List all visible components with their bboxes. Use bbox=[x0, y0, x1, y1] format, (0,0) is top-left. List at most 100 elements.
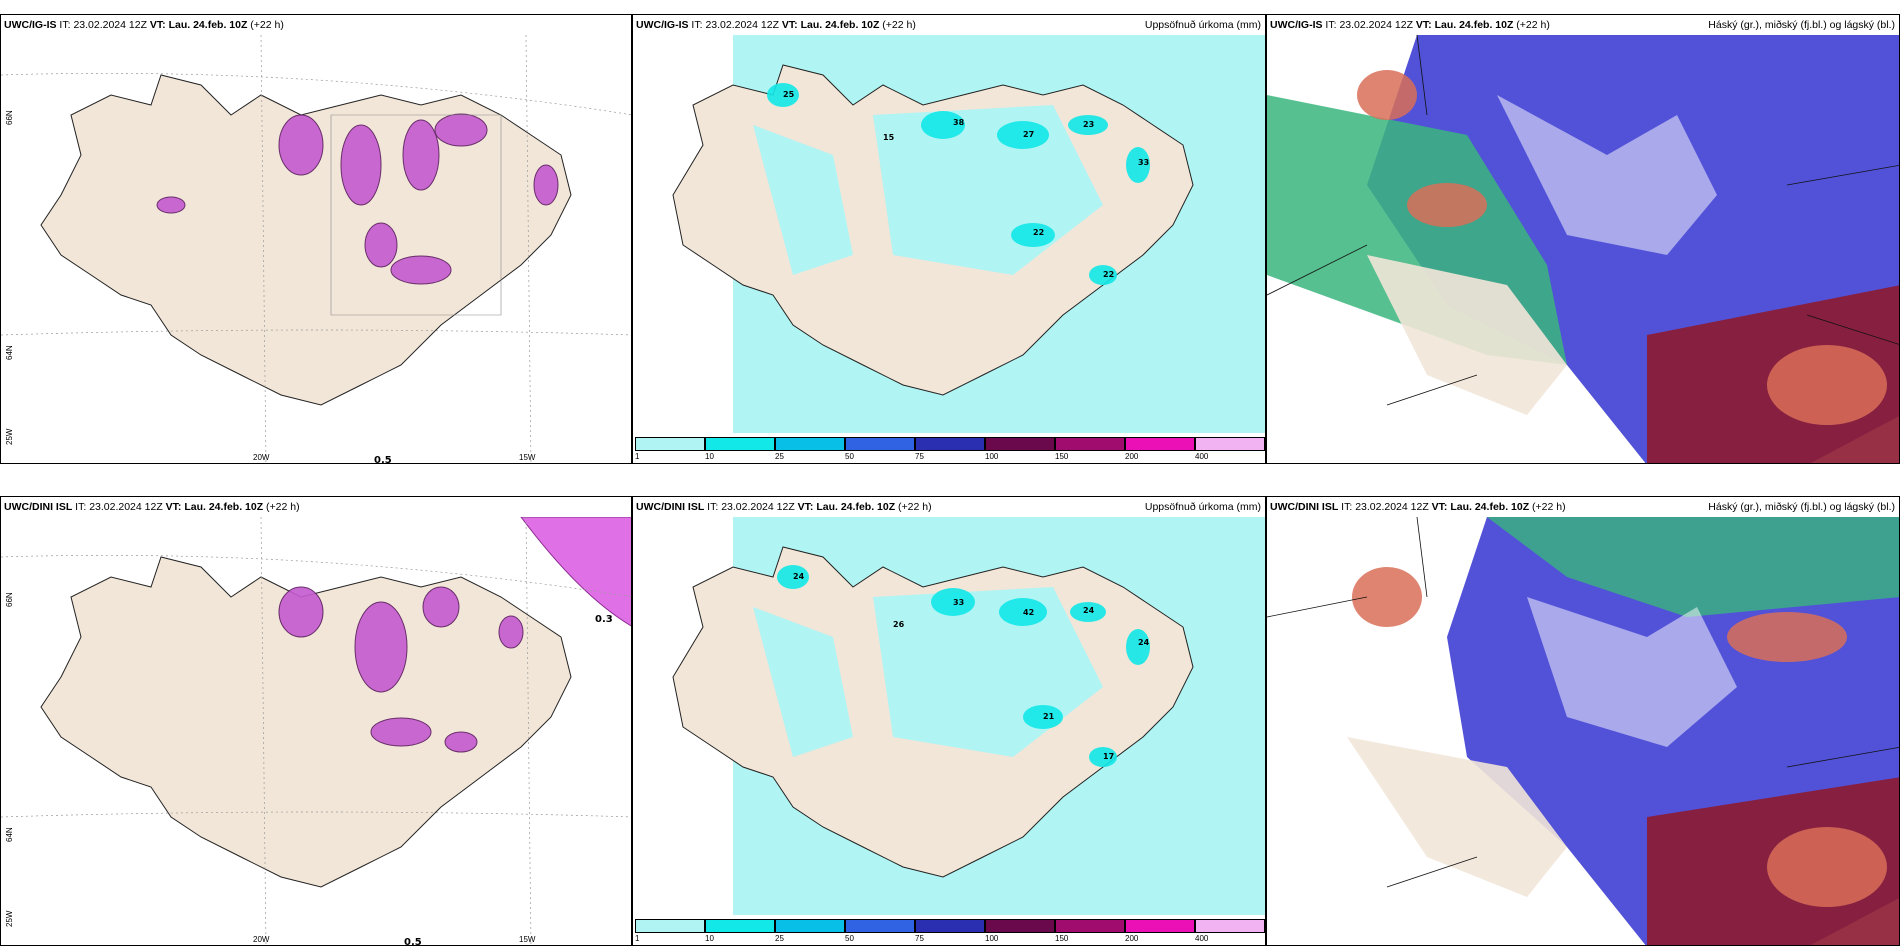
panel-header: UWC/DINI ISL IT: 23.02.2024 12Z VT: Lau.… bbox=[1267, 497, 1899, 517]
wind-value-label: 0.3 bbox=[595, 614, 613, 625]
panel-top-precip: UWC/IG-IS IT: 23.02.2024 12Z VT: Lau. 24… bbox=[632, 14, 1266, 464]
svg-text:15: 15 bbox=[883, 133, 895, 142]
precip-colorbar: 1 10 25 50 75 100 150 200 400 bbox=[633, 435, 1265, 463]
panel-title: Uppsöfnuð úrkoma (mm) bbox=[1144, 19, 1261, 31]
wind-map: 0.5 bbox=[1, 35, 631, 463]
init-time: 23.02.2024 12Z bbox=[1339, 19, 1413, 31]
colorbar-swatch bbox=[635, 919, 705, 933]
lead-time: (+22 h) bbox=[898, 501, 932, 513]
vt-label: VT: bbox=[1415, 19, 1432, 31]
svg-text:24: 24 bbox=[1138, 638, 1150, 647]
svg-text:24: 24 bbox=[793, 572, 805, 581]
precip-colorbar: 1 10 25 50 75 100 150 200 400 bbox=[633, 917, 1265, 945]
init-time: 23.02.2024 12Z bbox=[89, 501, 163, 513]
vt-label: VT: bbox=[149, 19, 166, 31]
model-name: UWC/DINI ISL bbox=[1270, 501, 1339, 513]
panel-header: UWC/IG-IS IT: 23.02.2024 12Z VT: Lau. 24… bbox=[1, 15, 631, 35]
colorbar-tick-label: 1 bbox=[635, 934, 640, 943]
svg-text:24: 24 bbox=[1083, 606, 1095, 615]
colorbar-swatch bbox=[1125, 437, 1195, 451]
svg-text:33: 33 bbox=[953, 598, 964, 607]
precip-map: 33 42 24 24 21 17 24 26 bbox=[633, 517, 1265, 915]
panel-title: Háský (gr.), miðský (fj.bl.) og lágský (… bbox=[1708, 501, 1895, 513]
colorbar-swatch bbox=[915, 437, 985, 451]
colorbar-tick-label: 200 bbox=[1125, 934, 1139, 943]
svg-text:27: 27 bbox=[1023, 130, 1034, 139]
lead-time: (+22 h) bbox=[1516, 19, 1550, 31]
cloud-map-svg bbox=[1267, 35, 1899, 463]
vt-label: VT: bbox=[165, 501, 182, 513]
lead-time: (+22 h) bbox=[250, 19, 284, 31]
lon-label-25w: 25W bbox=[5, 910, 14, 927]
lat-label-66n: 66N bbox=[5, 592, 14, 607]
svg-text:25: 25 bbox=[783, 90, 795, 99]
colorbar-tick-label: 200 bbox=[1125, 452, 1139, 461]
lat-label-64n: 64N bbox=[5, 345, 14, 360]
colorbar-tick-label: 400 bbox=[1195, 934, 1209, 943]
it-label: IT: bbox=[75, 501, 87, 513]
colorbar-tick-label: 100 bbox=[985, 452, 999, 461]
panel-header: UWC/IG-IS IT: 23.02.2024 12Z VT: Lau. 24… bbox=[633, 15, 1265, 35]
colorbar-swatch bbox=[1195, 437, 1265, 451]
panel-bottom-wind: UWC/DINI ISL IT: 23.02.2024 12Z VT: Lau.… bbox=[0, 496, 632, 946]
colorbar-swatch bbox=[1125, 919, 1195, 933]
colorbar-swatch bbox=[985, 919, 1055, 933]
svg-text:42: 42 bbox=[1023, 608, 1034, 617]
valid-time: Lau. 24.feb. 10Z bbox=[1450, 501, 1530, 513]
colorbar-tick-label: 150 bbox=[1055, 452, 1069, 461]
panel-header: UWC/DINI ISL IT: 23.02.2024 12Z VT: Lau.… bbox=[1, 497, 631, 517]
colorbar-swatch bbox=[1055, 437, 1125, 451]
colorbar-tick-label: 100 bbox=[985, 934, 999, 943]
model-name: UWC/DINI ISL bbox=[4, 501, 73, 513]
it-label: IT: bbox=[691, 19, 703, 31]
colorbar-tick-label: 50 bbox=[845, 452, 854, 461]
precip-map: 38 27 23 33 22 22 25 15 bbox=[633, 35, 1265, 433]
colorbar-tick-label: 25 bbox=[775, 452, 784, 461]
model-name: UWC/IG-IS bbox=[4, 19, 57, 31]
panel-title: Háský (gr.), miðský (fj.bl.) og lágský (… bbox=[1708, 19, 1895, 31]
svg-text:22: 22 bbox=[1103, 270, 1114, 279]
colorbar-swatch bbox=[705, 919, 775, 933]
init-time: 23.02.2024 12Z bbox=[73, 19, 147, 31]
init-time: 23.02.2024 12Z bbox=[721, 501, 795, 513]
colorbar-swatch bbox=[635, 437, 705, 451]
vt-label: VT: bbox=[1431, 501, 1448, 513]
colorbar-tick-label: 400 bbox=[1195, 452, 1209, 461]
colorbar-swatch bbox=[1195, 919, 1265, 933]
precip-map-svg: 38 27 23 33 22 22 25 15 bbox=[672, 35, 1265, 433]
svg-text:26: 26 bbox=[893, 620, 905, 629]
panel-title: Uppsöfnuð úrkoma (mm) bbox=[1144, 501, 1261, 513]
cloud-map-svg bbox=[1267, 517, 1899, 945]
valid-time: Lau. 24.feb. 10Z bbox=[1434, 19, 1514, 31]
lon-label-20w: 20W bbox=[253, 935, 270, 944]
valid-time: Lau. 24.feb. 10Z bbox=[816, 501, 896, 513]
wind-map-svg: 0.3 0.5 bbox=[1, 517, 631, 945]
svg-text:38: 38 bbox=[953, 118, 965, 127]
colorbar-tick-label: 10 bbox=[705, 934, 714, 943]
svg-text:33: 33 bbox=[1138, 158, 1149, 167]
colorbar-tick-label: 1 bbox=[635, 452, 640, 461]
lead-time: (+22 h) bbox=[1532, 501, 1566, 513]
colorbar-tick-label: 10 bbox=[705, 452, 714, 461]
colorbar-tick-label: 75 bbox=[915, 934, 924, 943]
colorbar-tick-label: 50 bbox=[845, 934, 854, 943]
svg-text:22: 22 bbox=[1033, 228, 1044, 237]
init-time: 23.02.2024 12Z bbox=[1355, 501, 1429, 513]
colorbar-swatch bbox=[775, 919, 845, 933]
panel-header: UWC/IG-IS IT: 23.02.2024 12Z VT: Lau. 24… bbox=[1267, 15, 1899, 35]
colorbar-tick-label: 75 bbox=[915, 452, 924, 461]
cloud-map bbox=[1267, 35, 1899, 463]
vt-label: VT: bbox=[797, 501, 814, 513]
panel-top-wind: UWC/IG-IS IT: 23.02.2024 12Z VT: Lau. 24… bbox=[0, 14, 632, 464]
wind-value-label: 0.5 bbox=[374, 455, 392, 463]
wind-map-svg: 0.5 bbox=[1, 35, 631, 463]
wind-map: 0.3 0.5 bbox=[1, 517, 631, 945]
colorbar-swatch bbox=[845, 919, 915, 933]
it-label: IT: bbox=[1325, 19, 1337, 31]
lon-label-15w: 15W bbox=[519, 935, 536, 944]
lon-label-20w: 20W bbox=[253, 453, 270, 462]
it-label: IT: bbox=[59, 19, 71, 31]
cloud-map bbox=[1267, 517, 1899, 945]
model-name: UWC/DINI ISL bbox=[636, 501, 705, 513]
lead-time: (+22 h) bbox=[882, 19, 916, 31]
